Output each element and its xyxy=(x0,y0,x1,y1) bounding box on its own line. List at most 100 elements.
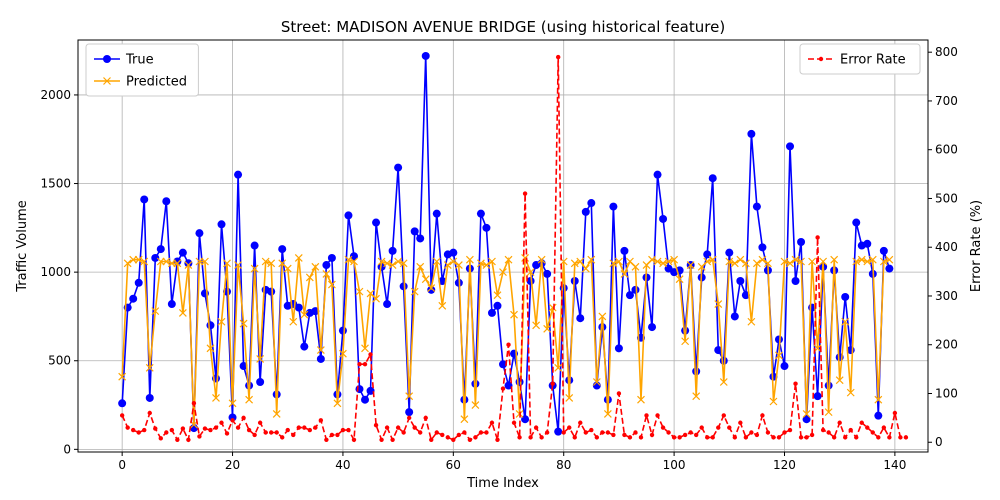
point-true xyxy=(504,381,513,390)
point-error-rate xyxy=(809,432,815,438)
point-error-rate xyxy=(831,435,837,440)
point-error-rate xyxy=(749,430,754,435)
point-error-rate xyxy=(843,435,848,440)
point-error-rate xyxy=(313,425,318,430)
point-predicted xyxy=(692,392,701,401)
point-error-rate xyxy=(865,425,870,430)
point-true xyxy=(145,393,154,402)
point-error-rate xyxy=(776,435,782,440)
point-true xyxy=(361,395,370,404)
point-error-rate xyxy=(202,426,208,431)
point-error-rate xyxy=(335,432,340,438)
point-true xyxy=(841,292,850,301)
point-error-rate xyxy=(820,427,826,433)
point-error-rate xyxy=(638,435,644,440)
point-true xyxy=(316,354,325,363)
point-predicted xyxy=(482,261,491,269)
point-error-rate xyxy=(859,420,864,425)
point-error-rate xyxy=(572,435,577,440)
point-error-rate xyxy=(671,435,677,440)
point-error-rate xyxy=(346,427,351,433)
point-predicted xyxy=(145,363,154,372)
point-predicted xyxy=(736,255,745,264)
point-error-rate xyxy=(793,381,798,386)
point-true xyxy=(648,323,657,332)
point-predicted xyxy=(548,303,557,312)
point-error-rate xyxy=(186,437,191,443)
point-error-rate xyxy=(489,420,495,425)
point-true xyxy=(774,335,783,344)
point-predicted xyxy=(631,262,640,271)
point-error-rate xyxy=(876,435,881,440)
point-true xyxy=(432,209,441,218)
point-true xyxy=(609,202,618,211)
point-predicted xyxy=(399,259,408,268)
point-error-rate xyxy=(760,413,765,418)
point-error-rate xyxy=(682,432,688,438)
y-tick-label: 2000 xyxy=(40,88,71,102)
point-true xyxy=(140,195,149,204)
point-true xyxy=(499,360,507,369)
point-error-rate xyxy=(197,434,202,439)
point-error-rate xyxy=(478,430,484,435)
point-true xyxy=(620,246,629,255)
point-predicted xyxy=(846,388,855,397)
point-true xyxy=(206,321,215,330)
point-true xyxy=(526,276,535,285)
point-true xyxy=(576,314,585,323)
point-predicted xyxy=(620,269,629,278)
legend-box xyxy=(799,43,921,75)
point-error-rate xyxy=(567,425,572,430)
point-predicted xyxy=(653,257,662,266)
point-error-rate xyxy=(418,430,423,435)
point-predicted xyxy=(416,262,425,271)
point-predicted xyxy=(863,257,872,266)
point-predicted xyxy=(885,255,894,264)
point-error-rate xyxy=(153,426,158,431)
point-predicted xyxy=(786,259,794,268)
y2-tick-label: 200 xyxy=(935,338,958,352)
point-error-rate xyxy=(522,191,528,196)
point-predicted xyxy=(377,257,386,266)
point-predicted xyxy=(151,307,160,316)
point-predicted xyxy=(719,378,728,386)
point-true xyxy=(736,276,745,285)
point-predicted xyxy=(184,261,193,269)
point-error-rate xyxy=(578,420,583,425)
point-predicted xyxy=(747,317,756,326)
point-error-rate xyxy=(804,435,809,440)
point-error-rate xyxy=(268,430,274,435)
point-predicted xyxy=(250,264,259,273)
point-predicted xyxy=(592,378,601,386)
x-axis-label: Time Index xyxy=(466,476,539,491)
point-predicted xyxy=(350,257,358,266)
point-predicted xyxy=(570,259,579,268)
point-error-rate xyxy=(881,425,887,430)
point-true xyxy=(184,259,193,268)
point-predicted xyxy=(526,268,535,277)
x-tick-label: 60 xyxy=(446,458,461,472)
point-true xyxy=(383,300,392,309)
point-error-rate xyxy=(666,430,671,435)
y-tick-label: 0 xyxy=(63,442,71,456)
point-predicted xyxy=(322,269,331,278)
legend-left: True Predicted xyxy=(85,43,199,97)
point-predicted xyxy=(118,372,127,381)
point-error-rate xyxy=(550,381,555,386)
point-error-rate xyxy=(318,418,324,423)
point-true xyxy=(129,294,138,303)
point-true xyxy=(156,245,165,254)
point-error-rate xyxy=(412,425,417,430)
point-error-rate xyxy=(589,427,594,433)
point-error-rate xyxy=(583,430,588,435)
point-predicted xyxy=(637,395,645,404)
y-tick-label: 1500 xyxy=(40,177,71,191)
point-predicted xyxy=(852,257,861,266)
y2-axis-label: Error Rate (%) xyxy=(969,200,984,292)
y2-tick-label: 400 xyxy=(935,240,958,254)
point-error-rate xyxy=(644,413,649,418)
point-true xyxy=(614,344,623,353)
point-true xyxy=(515,378,524,387)
point-true xyxy=(134,278,143,287)
point-predicted xyxy=(488,257,496,266)
